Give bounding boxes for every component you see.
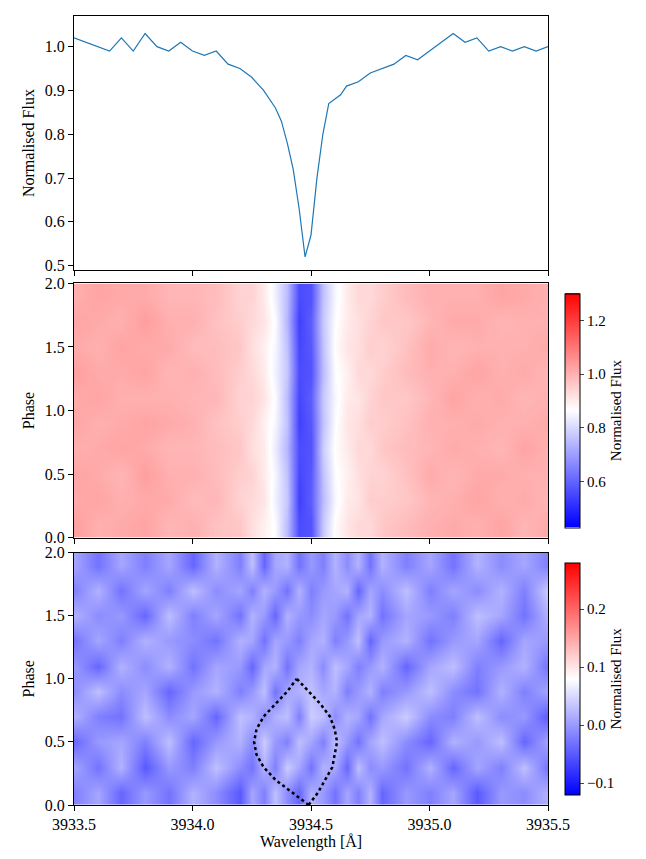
svg-text:Normalised Flux: Normalised Flux xyxy=(20,89,37,197)
svg-text:2.0: 2.0 xyxy=(45,275,65,292)
svg-text:0.8: 0.8 xyxy=(587,420,606,436)
svg-text:0.8: 0.8 xyxy=(45,126,65,143)
svg-text:1.2: 1.2 xyxy=(587,313,606,329)
svg-text:3934.5: 3934.5 xyxy=(289,816,333,833)
svg-text:0.0: 0.0 xyxy=(587,717,606,733)
svg-text:0.6: 0.6 xyxy=(587,474,606,490)
svg-text:0.0: 0.0 xyxy=(45,797,65,814)
svg-text:2.0: 2.0 xyxy=(45,544,65,561)
svg-text:1.5: 1.5 xyxy=(45,607,65,624)
svg-text:0.0: 0.0 xyxy=(45,529,65,546)
svg-text:Wavelength [Å]: Wavelength [Å] xyxy=(260,833,362,851)
svg-text:−0.1: −0.1 xyxy=(587,775,614,791)
svg-text:Phase: Phase xyxy=(20,660,37,697)
svg-text:1.0: 1.0 xyxy=(45,402,65,419)
svg-text:0.9: 0.9 xyxy=(45,82,65,99)
svg-text:Phase: Phase xyxy=(20,392,37,429)
svg-text:3935.0: 3935.0 xyxy=(408,816,452,833)
svg-text:Normalised Flux: Normalised Flux xyxy=(608,628,624,730)
svg-text:3934.0: 3934.0 xyxy=(171,816,215,833)
svg-text:0.5: 0.5 xyxy=(45,466,65,483)
svg-text:1.0: 1.0 xyxy=(45,670,65,687)
svg-text:0.6: 0.6 xyxy=(45,213,65,230)
svg-text:1.0: 1.0 xyxy=(45,38,65,55)
svg-text:0.2: 0.2 xyxy=(587,601,606,617)
svg-text:1.0: 1.0 xyxy=(587,366,606,382)
svg-text:3935.5: 3935.5 xyxy=(526,816,570,833)
svg-text:0.1: 0.1 xyxy=(587,659,606,675)
svg-text:3933.5: 3933.5 xyxy=(52,816,96,833)
svg-text:0.5: 0.5 xyxy=(45,257,65,274)
svg-text:0.5: 0.5 xyxy=(45,733,65,750)
svg-text:0.7: 0.7 xyxy=(45,170,65,187)
svg-text:Normalised Flux: Normalised Flux xyxy=(608,359,624,461)
svg-text:1.5: 1.5 xyxy=(45,339,65,356)
